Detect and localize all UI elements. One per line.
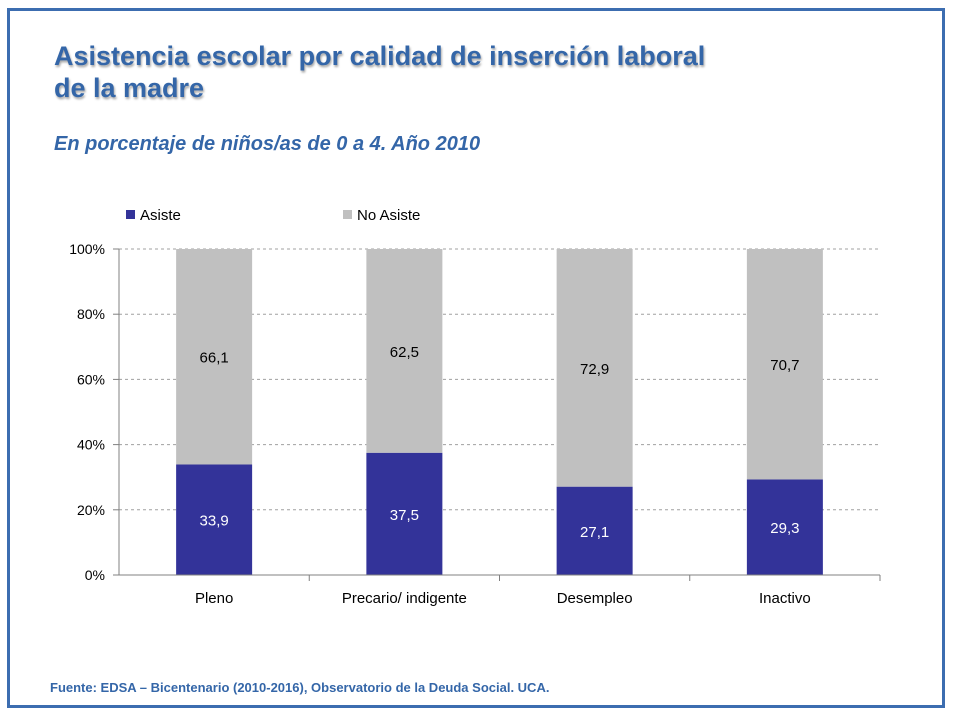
axes: 0% 20% 40% 60% 80% 100% Pleno Precario/ indigen…	[69, 241, 881, 607]
bar-asiste	[366, 452, 443, 575]
title-line-2: de la madre	[54, 73, 205, 103]
data-label: 72,9	[580, 361, 609, 378]
data-label: 70,7	[770, 357, 799, 374]
bars	[176, 249, 823, 575]
legend-label: No Asiste	[357, 207, 420, 224]
bar-no-asiste	[746, 249, 823, 480]
legend: Asiste No Asiste	[126, 207, 420, 224]
data-label: 29,3	[770, 520, 799, 537]
bar-no-asiste	[366, 249, 443, 453]
title-line-1: Asistencia escolar por calidad de inserc…	[54, 41, 706, 71]
x-category-label: Precario/ indigente	[342, 590, 467, 607]
data-label: 62,5	[390, 344, 419, 361]
data-label: 66,1	[200, 350, 229, 367]
bar-asiste	[176, 464, 253, 575]
bar-asiste	[556, 486, 633, 575]
legend-swatch	[343, 210, 352, 219]
data-label: 27,1	[580, 524, 609, 541]
page-subtitle: En porcentaje de niños/as de 0 a 4. Año …	[54, 133, 481, 155]
y-tick-label: 80%	[77, 306, 105, 322]
legend-swatch	[126, 210, 135, 219]
y-tick-label: 100%	[69, 241, 105, 257]
bar-no-asiste	[176, 249, 253, 465]
y-tick-label: 0%	[85, 567, 105, 583]
source-note: Fuente: EDSA – Bicentenario (2010-2016),…	[50, 680, 550, 695]
x-category-label: Inactivo	[759, 590, 811, 607]
bar-asiste	[746, 479, 823, 575]
y-tick-label: 60%	[77, 371, 105, 387]
data-label: 33,9	[200, 513, 229, 530]
data-label: 37,5	[390, 507, 419, 524]
legend-label: Asiste	[140, 207, 181, 224]
x-category-label: Desempleo	[557, 590, 633, 607]
page-title: Asistencia escolar por calidad de inserc…	[54, 40, 874, 104]
x-category-label: Pleno	[195, 590, 233, 607]
y-tick-label: 40%	[77, 437, 105, 453]
y-tick-label: 20%	[77, 502, 105, 518]
bar-no-asiste	[556, 249, 633, 487]
data-labels: 33,9 66,1 37,5 62,5 27,1 72,9 29,3 70,7	[200, 344, 800, 541]
